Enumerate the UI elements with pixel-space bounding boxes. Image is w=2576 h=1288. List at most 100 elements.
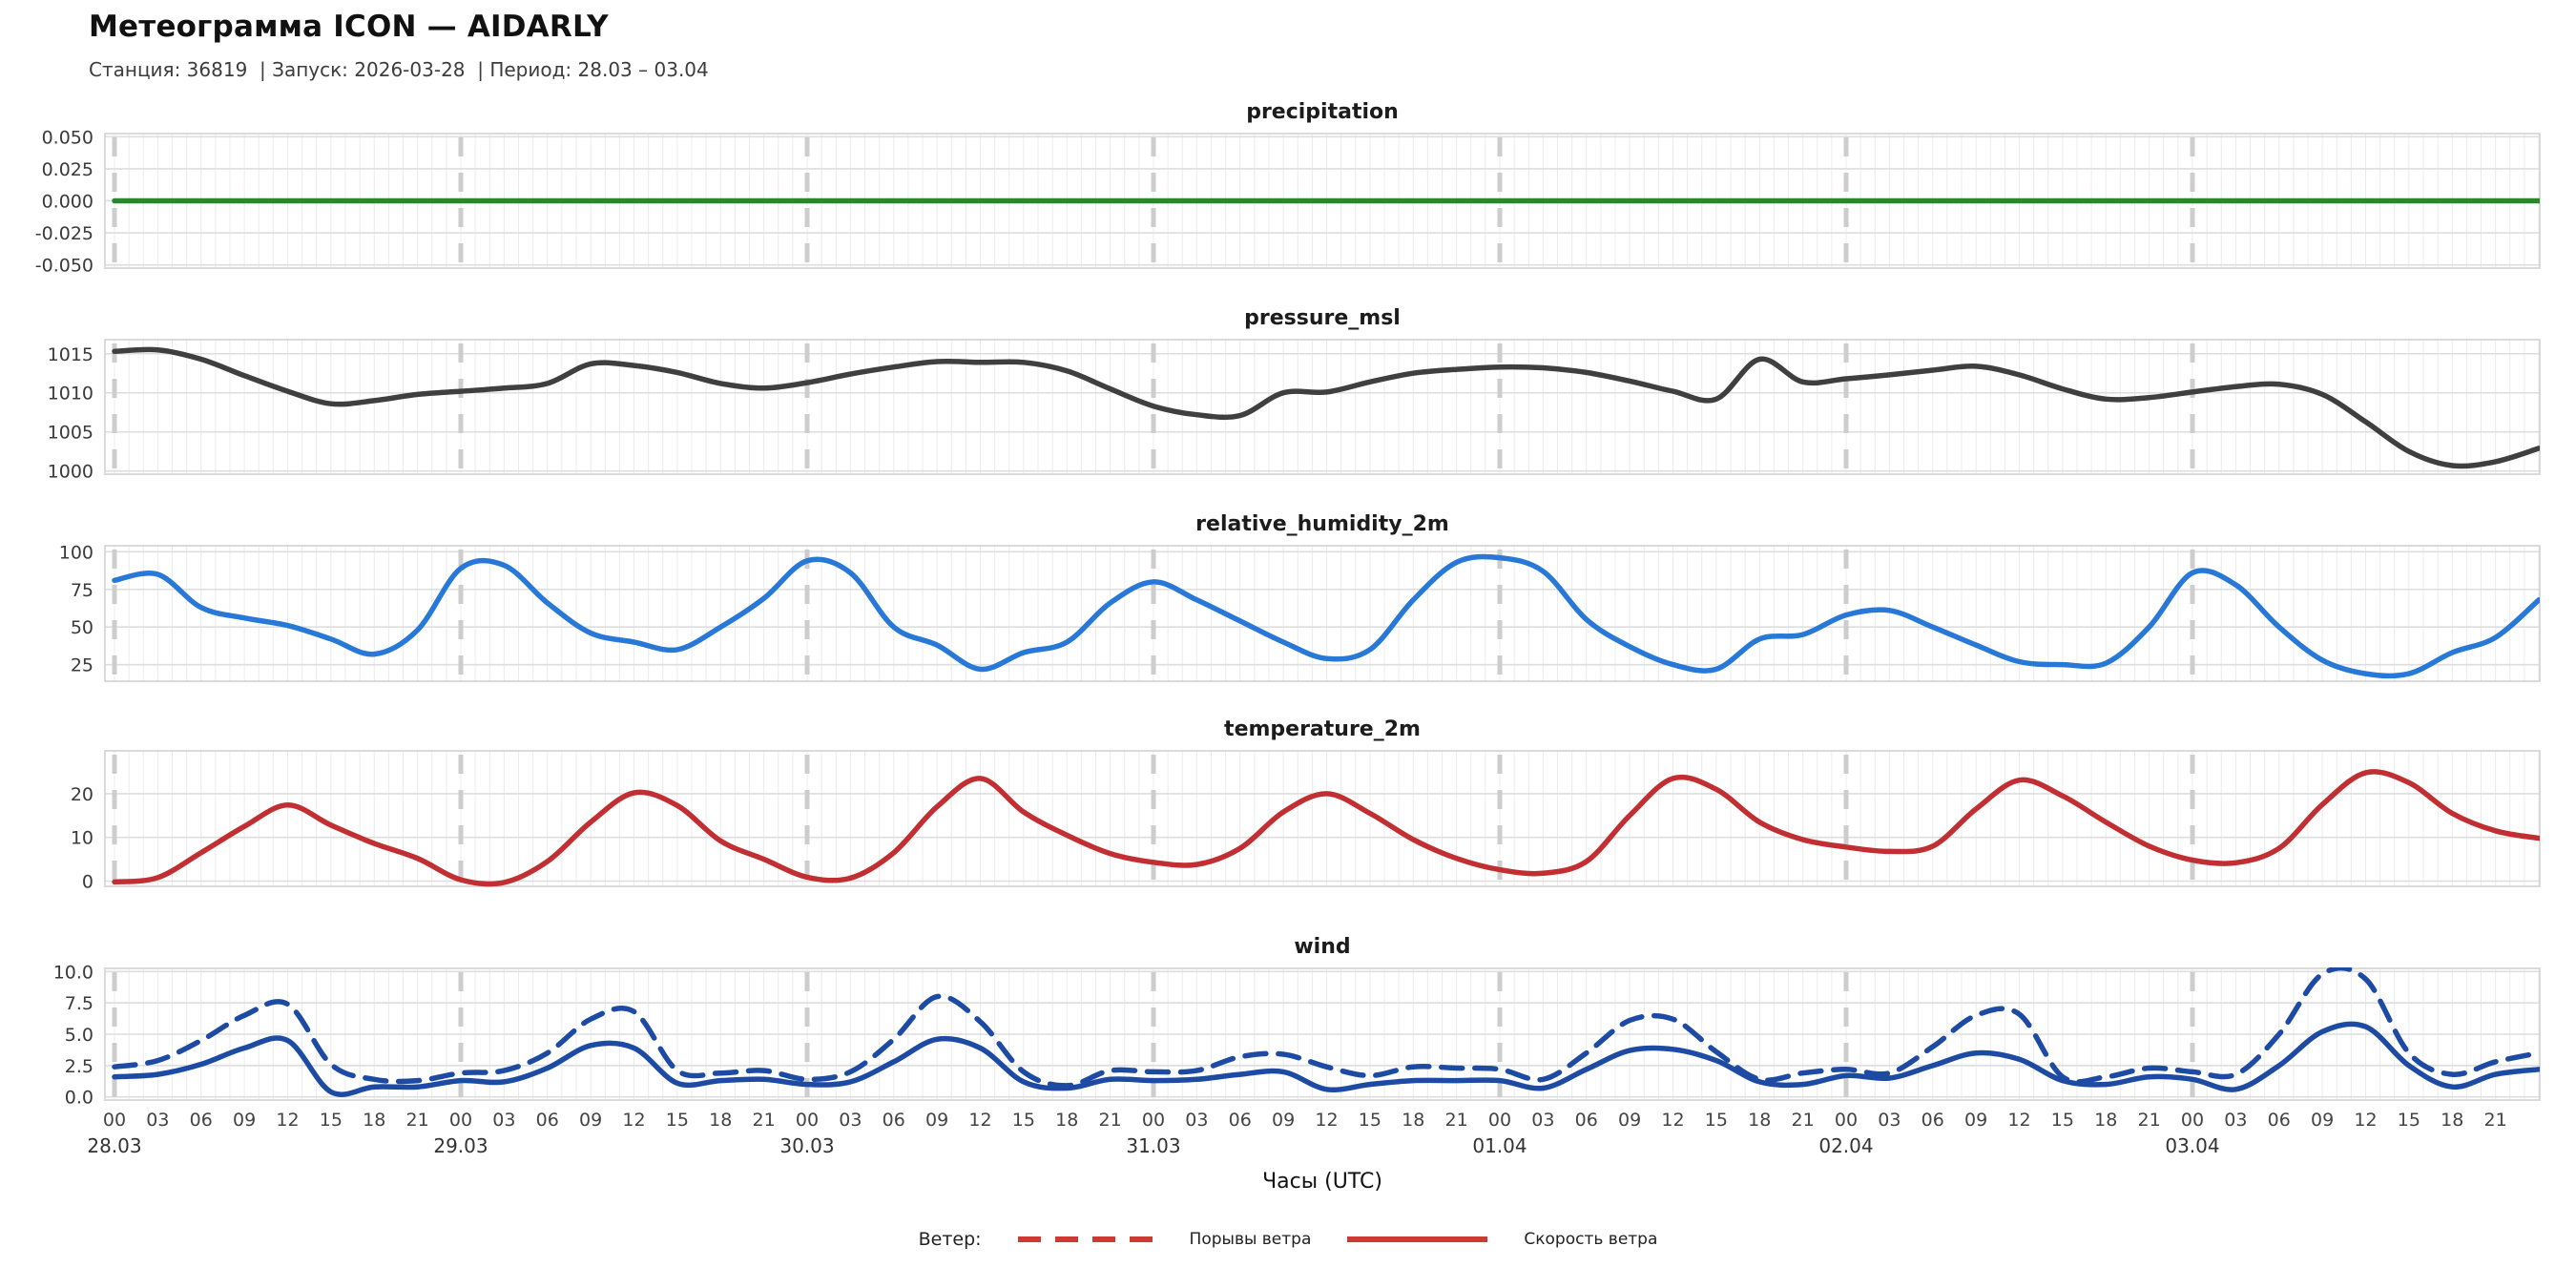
- x-hour-tick: 03: [1185, 1110, 1208, 1131]
- speed-solid-swatch: [1347, 1236, 1488, 1242]
- x-hour-tick: 09: [1272, 1110, 1295, 1131]
- panel-pressure_msl: 1000 1005 1010 1015 pressure_msl: [48, 306, 2541, 483]
- x-hour-tick: 12: [2007, 1110, 2030, 1131]
- x-hour-tick: 12: [2354, 1110, 2377, 1131]
- x-hour-tick: 15: [1012, 1110, 1035, 1131]
- y-tick-label: 25: [71, 655, 93, 676]
- panel-title-wind: wind: [1294, 935, 1350, 959]
- day-separators: [112, 343, 2195, 472]
- header-subtitle: Станция: 36819 | Запуск: 2026-03-28 | Пе…: [89, 58, 709, 81]
- x-hour-tick: 18: [1055, 1110, 1078, 1131]
- y-tick-label: 0.000: [42, 192, 93, 213]
- x-hour-tick: 00: [2181, 1110, 2204, 1131]
- x-hour-tick: 03: [492, 1110, 515, 1131]
- legend-label: Ветер:: [918, 1229, 982, 1250]
- x-day-label: 31.03: [1126, 1134, 1180, 1157]
- x-hour-tick: 21: [2138, 1110, 2161, 1131]
- gusts-dashed-swatch: [1017, 1236, 1153, 1242]
- x-hour-tick: 06: [883, 1110, 905, 1131]
- series-line-wind_speed: [112, 1021, 2540, 1097]
- y-tick-label: 0.025: [42, 159, 93, 180]
- x-axis: 00 03 06 09 12 15 18 21 00 03 06 09 12 15 18 21 00 03 06 09…: [87, 1110, 2506, 1194]
- y-tick-label: 0.0: [65, 1088, 93, 1109]
- x-hour-tick: 00: [1835, 1110, 1858, 1131]
- x-hour-tick: 12: [622, 1110, 645, 1131]
- panel-precipitation: 0.050 0.025 0.000 -0.025 -0.050 precipitation: [35, 100, 2541, 277]
- x-hour-tick: 06: [2268, 1110, 2291, 1131]
- vertical-gridlines: [114, 546, 2540, 681]
- y-tick-label: -0.050: [35, 256, 93, 277]
- panel-border: [104, 967, 2541, 1101]
- x-hour-tick: 18: [709, 1110, 732, 1131]
- x-hour-tick: 12: [968, 1110, 991, 1131]
- x-hour-tick: 18: [1748, 1110, 1771, 1131]
- x-day-label: 28.03: [87, 1134, 141, 1157]
- x-day-label: 30.03: [779, 1134, 834, 1157]
- x-hour-tick: 03: [839, 1110, 862, 1131]
- x-hour-tick: 09: [925, 1110, 948, 1131]
- x-hour-tick: 21: [2484, 1110, 2507, 1131]
- vertical-gridlines: [114, 340, 2540, 474]
- series-line-wind_gusts: [112, 967, 2540, 1089]
- x-hour-tick: 09: [579, 1110, 602, 1131]
- x-hour-tick: 03: [1878, 1110, 1901, 1131]
- x-hour-tick: 09: [2311, 1110, 2334, 1131]
- horizontal-gridlines: [105, 793, 2540, 883]
- y-tick-label: 1000: [48, 462, 93, 483]
- horizontal-gridlines: [105, 352, 2540, 472]
- y-tick-label: 0.050: [42, 127, 93, 148]
- y-tick-label: 1015: [48, 344, 93, 365]
- x-hour-tick: 21: [753, 1110, 776, 1131]
- x-hour-tick: 00: [796, 1110, 819, 1131]
- x-hour-tick: 12: [1661, 1110, 1684, 1131]
- x-hour-tick: 00: [1488, 1110, 1511, 1131]
- x-hour-tick: 21: [406, 1110, 429, 1131]
- x-hour-tick: 00: [449, 1110, 472, 1131]
- x-day-label: 01.04: [1472, 1134, 1527, 1157]
- panel-title-pressure_msl: pressure_msl: [1244, 306, 1401, 330]
- header: Метеограмма ICON — AIDARLY Станция: 3681…: [89, 10, 709, 81]
- x-hour-tick: 06: [1575, 1110, 1598, 1131]
- y-tick-label: 5.0: [65, 1025, 93, 1046]
- x-hour-tick: 15: [2398, 1110, 2420, 1131]
- x-hour-tick: 09: [233, 1110, 256, 1131]
- day-separators: [112, 550, 2195, 679]
- x-day-label: 29.03: [433, 1134, 488, 1157]
- y-tick-label: 100: [59, 542, 93, 563]
- x-hour-tick: 18: [1402, 1110, 1424, 1131]
- y-tick-label: 20: [71, 784, 93, 805]
- y-tick-label: 1010: [48, 384, 93, 405]
- x-hour-tick: 06: [1229, 1110, 1252, 1131]
- legend-gusts-label: Порывы ветра: [1189, 1230, 1312, 1249]
- y-tick-label: -0.025: [35, 223, 93, 244]
- panel-title-temperature_2m: temperature_2m: [1224, 717, 1421, 741]
- y-tick-label: 2.5: [65, 1056, 93, 1077]
- x-hour-tick: 00: [1142, 1110, 1165, 1131]
- x-day-label: 03.04: [2165, 1134, 2219, 1157]
- x-hour-tick: 00: [103, 1110, 126, 1131]
- x-axis-title: Часы (UTC): [1262, 1170, 1382, 1194]
- series-line-temperature_2m: [112, 769, 2540, 887]
- x-hour-tick: 12: [276, 1110, 299, 1131]
- series-line-pressure_msl: [112, 346, 2540, 469]
- panel-title-relative_humidity_2m: relative_humidity_2m: [1195, 512, 1449, 536]
- page-title: Метеограмма ICON — AIDARLY: [89, 10, 609, 44]
- x-hour-tick: 15: [320, 1110, 343, 1131]
- x-hour-tick: 15: [2051, 1110, 2074, 1131]
- x-hour-tick: 06: [536, 1110, 559, 1131]
- horizontal-gridlines: [105, 135, 2540, 266]
- wind-legend: Ветер: Порывы ветра Скорость ветра: [0, 1229, 2576, 1250]
- x-hour-tick: 09: [1618, 1110, 1641, 1131]
- x-hour-tick: 21: [1792, 1110, 1815, 1131]
- x-hour-tick: 21: [1445, 1110, 1468, 1131]
- x-hour-tick: 18: [363, 1110, 385, 1131]
- x-hour-tick: 15: [1705, 1110, 1728, 1131]
- x-hour-tick: 21: [1099, 1110, 1122, 1131]
- vertical-gridlines: [114, 751, 2540, 886]
- x-hour-tick: 03: [146, 1110, 169, 1131]
- panel-border: [104, 750, 2541, 887]
- y-tick-label: 1005: [48, 423, 93, 444]
- x-hour-tick: 18: [2441, 1110, 2463, 1131]
